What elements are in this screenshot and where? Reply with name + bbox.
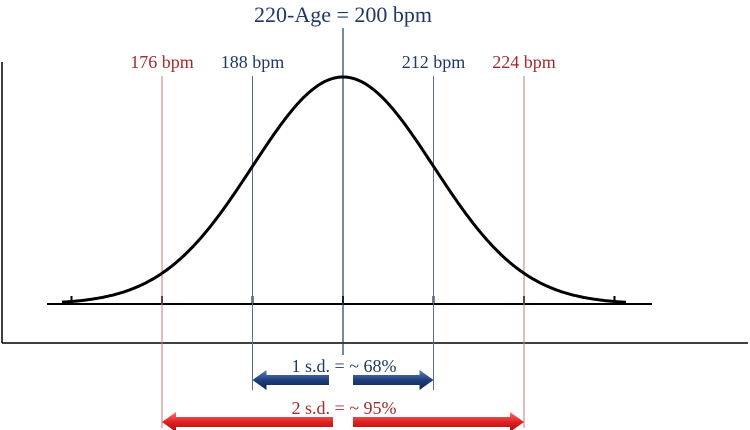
marker-label-188: 188 bpm <box>221 52 285 72</box>
marker-label-176: 176 bpm <box>130 52 194 72</box>
one-sd-range: 1 s.d. = ~ 68% <box>252 356 434 390</box>
marker-label-212: 212 bpm <box>402 52 466 72</box>
diagram-title: 220-Age = 200 bpm <box>254 2 432 27</box>
two-sd-range: 2 s.d. = ~ 95% <box>162 398 524 430</box>
two-sd-left-arrow <box>162 412 333 430</box>
one-sd-label: 1 s.d. = ~ 68% <box>292 356 397 376</box>
two-sd-right-arrow <box>353 412 524 430</box>
two-sd-label: 2 s.d. = ~ 95% <box>292 398 397 418</box>
one-sd-right-arrow <box>353 370 434 390</box>
marker-label-224: 224 bpm <box>492 52 556 72</box>
one-sd-left-arrow <box>252 370 329 390</box>
bell-curve <box>61 75 627 304</box>
